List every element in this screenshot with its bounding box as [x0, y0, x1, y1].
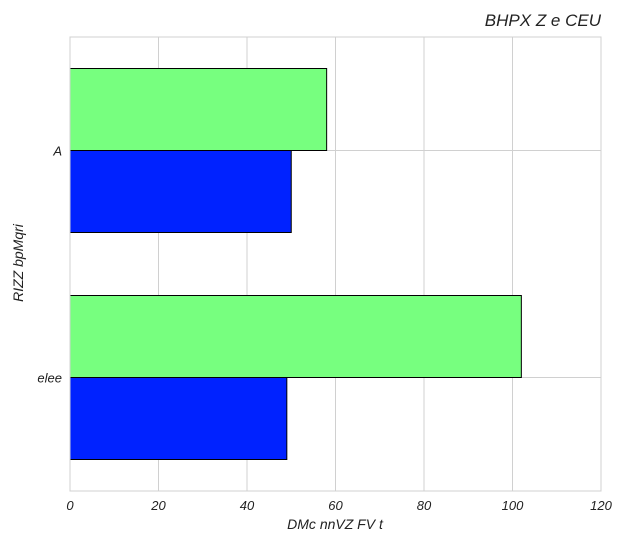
bar-series-1-0 [70, 69, 327, 151]
x-tick-labels: 0 20 40 60 80 100 120 [66, 498, 612, 513]
bar-series-0-1 [70, 378, 287, 460]
x-tick-label: 60 [328, 498, 343, 513]
y-axis-label: RIZZ bpMqri [10, 223, 26, 302]
bar-series-0-0 [70, 151, 291, 233]
x-axis-label: DMc nnVZ FV t [287, 516, 384, 532]
bars [70, 69, 521, 460]
x-tick-label: 120 [590, 498, 612, 513]
x-tick-label: 20 [150, 498, 166, 513]
x-tick-label: 80 [417, 498, 432, 513]
x-tick-label: 0 [66, 498, 74, 513]
x-tick-label: 100 [502, 498, 524, 513]
chart-title: BHPX Z e CEU [485, 11, 602, 30]
y-tick-label: A [52, 144, 62, 159]
x-tick-label: 40 [240, 498, 255, 513]
bar-series-1-1 [70, 296, 521, 378]
y-tick-label: elee [37, 371, 62, 386]
